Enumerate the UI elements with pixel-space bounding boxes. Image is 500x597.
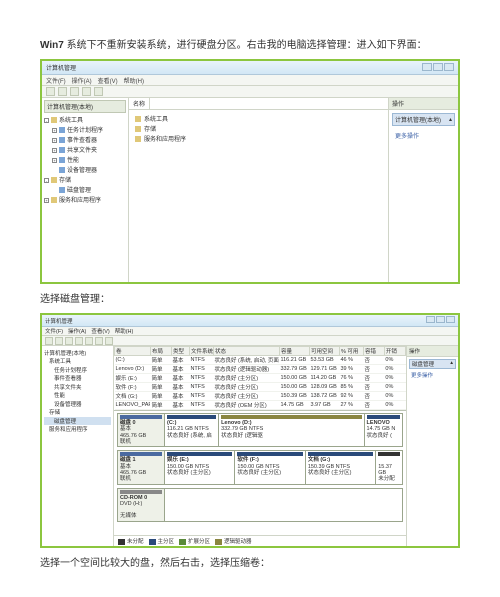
more-actions-link[interactable]: 更多操作 xyxy=(411,371,454,379)
screenshot-computer-management: 计算机管理 文件(F) 操作(A) 查看(V) 帮助(H) 计算机管理(本地) -系统… xyxy=(40,59,460,284)
menu-item[interactable]: 操作(A) xyxy=(68,327,86,335)
tree-item[interactable]: 事件查看器 xyxy=(44,374,111,382)
actions-header: 操作 xyxy=(389,98,458,110)
table-row[interactable]: 文档 (G:)简单基本NTFS状态良好 (主分区)150.39 GB138.72… xyxy=(115,392,406,401)
actions-header: 操作 xyxy=(407,346,458,357)
tree-item[interactable]: 存储 xyxy=(44,408,111,416)
legend-item: 主分区 xyxy=(149,537,175,545)
window-title: 计算机管理 xyxy=(45,317,73,325)
partition[interactable]: Lenovo (D:)332.79 GB NTFS状态良好 (逻辑驱 xyxy=(219,413,364,447)
legend-item: 逻辑驱动器 xyxy=(215,537,252,545)
actions-selection[interactable]: 计算机管理(本地)▴ xyxy=(392,113,455,126)
actions-panel: 操作 磁盘管理▴ 更多操作 xyxy=(406,346,458,546)
window-titlebar: 计算机管理 xyxy=(42,315,458,327)
tree-item[interactable]: -系统工具 xyxy=(44,115,126,124)
center-panel: 名称 系统工具存储服务和应用程序 xyxy=(129,98,388,282)
list-item[interactable]: 系统工具 xyxy=(135,114,382,123)
table-row[interactable]: Lenovo (D:)简单基本NTFS状态良好 (逻辑驱动器)332.79 GB… xyxy=(115,365,406,374)
partition[interactable]: 软件 (F:)150.00 GB NTFS状态良好 (主分区) xyxy=(235,450,305,484)
menu-bar[interactable]: 文件(F) 操作(A) 查看(V) 帮助(H) xyxy=(42,327,458,336)
partition[interactable]: LENOVO14.75 GB N状态良好 ( xyxy=(365,413,403,447)
menu-item[interactable]: 查看(V) xyxy=(98,76,118,85)
toolbar[interactable] xyxy=(42,86,458,98)
actions-selection[interactable]: 磁盘管理▴ xyxy=(409,359,456,369)
screenshot-disk-management: 计算机管理 文件(F) 操作(A) 查看(V) 帮助(H) 计算机管理(本地)系统工具… xyxy=(40,313,460,548)
table-row[interactable]: 软件 (F:)简单基本NTFS状态良好 (主分区)150.00 GB128.09… xyxy=(115,383,406,392)
table-row[interactable]: (C:)简单基本NTFS状态良好 (系统, 启动, 页面文件, 活动, 故障转储… xyxy=(115,356,406,365)
menu-item[interactable]: 查看(V) xyxy=(91,327,109,335)
volume-list[interactable]: 卷布局类型文件系统状态容量可用空间% 可用容错开销(C:)简单基本NTFS状态良… xyxy=(114,346,406,411)
disk-graphical-view[interactable]: 磁盘 0基本465.76 GB联机(C:)116.21 GB NTFS状态良好 … xyxy=(114,411,406,535)
more-actions-link[interactable]: 更多操作 xyxy=(395,131,452,140)
toolbar[interactable] xyxy=(42,336,458,346)
doc-intro: Win7 系统下不重新安装系统，进行硬盘分区。右击我的电脑选择管理：进入如下界面… xyxy=(40,38,460,53)
tree-item[interactable]: +共享文件夹 xyxy=(44,145,126,154)
legend-item: 扩展分区 xyxy=(179,537,210,545)
tree-item[interactable]: 服务和应用程序 xyxy=(44,425,111,433)
window-buttons[interactable] xyxy=(425,316,455,325)
disk-info[interactable]: 磁盘 0基本465.76 GB联机 xyxy=(117,413,165,447)
tree-item[interactable]: 任务计划程序 xyxy=(44,366,111,374)
list-item[interactable]: 服务和应用程序 xyxy=(135,134,382,143)
menu-item[interactable]: 帮助(H) xyxy=(115,327,134,335)
menu-item[interactable]: 文件(F) xyxy=(45,327,63,335)
tree-root[interactable]: 计算机管理(本地) xyxy=(44,100,126,113)
tree-item[interactable]: 磁盘管理 xyxy=(44,417,111,425)
doc-end: 选择一个空间比较大的盘，然后右击，选择压缩卷： xyxy=(40,556,460,571)
menu-item[interactable]: 帮助(H) xyxy=(124,76,144,85)
nav-tree[interactable]: 计算机管理(本地)系统工具任务计划程序事件查看器共享文件夹性能设备管理器存储磁盘… xyxy=(42,346,114,546)
tree-item[interactable]: 性能 xyxy=(44,391,111,399)
disk-info[interactable]: 磁盘 1基本465.76 GB联机 xyxy=(117,450,165,484)
partition[interactable]: 文档 (G:)150.39 GB NTFS状态良好 (主分区) xyxy=(306,450,376,484)
partition[interactable]: 15.37 GB未分配 xyxy=(376,450,403,484)
actions-panel: 操作 计算机管理(本地)▴ 更多操作 xyxy=(388,98,458,282)
tree-item[interactable]: +事件查看器 xyxy=(44,135,126,144)
legend: 未分配主分区扩展分区逻辑驱动器 xyxy=(114,535,406,546)
tree-item[interactable]: +服务和应用程序 xyxy=(44,195,126,204)
legend-item: 未分配 xyxy=(118,537,144,545)
tree-item[interactable]: 系统工具 xyxy=(44,357,111,365)
window-title: 计算机管理 xyxy=(46,63,76,72)
window-buttons[interactable] xyxy=(421,63,454,73)
tree-item[interactable]: +性能 xyxy=(44,155,126,164)
list-item[interactable]: 存储 xyxy=(135,124,382,133)
partition[interactable]: 娱乐 (E:)150.00 GB NTFS状态良好 (主分区) xyxy=(165,450,235,484)
tree-item[interactable]: +任务计划程序 xyxy=(44,125,126,134)
tree-item[interactable]: 共享文件夹 xyxy=(44,383,111,391)
tree-item[interactable]: 计算机管理(本地) xyxy=(44,349,111,357)
doc-intro-rest: 系统下不重新安装系统，进行硬盘分区。右击我的电脑选择管理：进入如下界面： xyxy=(67,40,427,51)
window-titlebar: 计算机管理 xyxy=(42,61,458,75)
doc-mid: 选择磁盘管理： xyxy=(40,292,460,307)
tree-item[interactable]: -存储 xyxy=(44,175,126,184)
menu-item[interactable]: 文件(F) xyxy=(46,76,66,85)
menu-item[interactable]: 操作(A) xyxy=(72,76,92,85)
menu-bar[interactable]: 文件(F) 操作(A) 查看(V) 帮助(H) xyxy=(42,75,458,86)
table-row[interactable]: LENOVO_PART简单基本NTFS状态良好 (OEM 分区)14.75 GB… xyxy=(115,401,406,410)
disk-info[interactable]: CD-ROM 0DVD (H:)无媒体 xyxy=(117,488,165,522)
column-header: 名称 xyxy=(129,98,150,109)
tree-item[interactable]: 设备管理器 xyxy=(44,165,126,174)
table-row[interactable]: 娱乐 (E:)简单基本NTFS状态良好 (主分区)150.00 GB114.20… xyxy=(115,374,406,383)
partition[interactable]: (C:)116.21 GB NTFS状态良好 (系统, 启 xyxy=(165,413,219,447)
tree-item[interactable]: 设备管理器 xyxy=(44,400,111,408)
tree-item[interactable]: 磁盘管理 xyxy=(44,185,126,194)
nav-tree[interactable]: 计算机管理(本地) -系统工具+任务计划程序+事件查看器+共享文件夹+性能设备管… xyxy=(42,98,129,282)
